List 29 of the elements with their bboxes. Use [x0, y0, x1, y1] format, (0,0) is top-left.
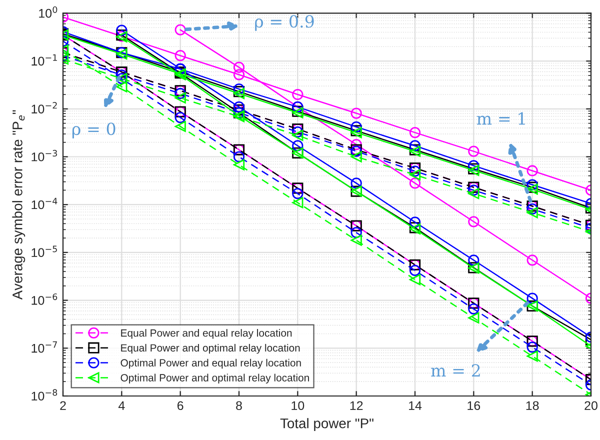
legend-label: Optimal Power and optimal relay location: [120, 374, 309, 384]
y-tick-label: 10$^{−4}$: [32, 198, 58, 210]
x-axis-title: Total power "P": [280, 418, 374, 432]
y-tick-label: 10$^{−8}$: [32, 389, 58, 401]
y-tick-label: 10$^{−6}$: [32, 293, 58, 305]
legend-label: Equal Power and equal relay location: [121, 329, 292, 339]
legend-label: Optimal Power and equal relay location: [120, 358, 301, 369]
y-tick-label: 10$^{0}$: [39, 6, 58, 18]
x-tick-label: 14: [409, 401, 422, 410]
y-axis-title: Average symbol error rate "P$_{e}$": [12, 110, 26, 300]
annotation: ρ = 0.9: [255, 15, 314, 31]
annotation: m = 2: [431, 364, 480, 377]
y-tick-label: 10$^{−5}$: [32, 246, 57, 258]
x-tick-label: 10: [292, 401, 304, 410]
x-tick-label: 12: [350, 401, 363, 410]
x-tick-label: 6: [177, 401, 184, 410]
legend-label: Equal Power and optimal relay location: [121, 344, 300, 354]
x-tick-label: 18: [526, 401, 539, 410]
x-tick-label: 2: [60, 401, 66, 410]
x-tick-label: 16: [468, 401, 480, 410]
x-tick-label: 8: [236, 401, 242, 410]
annotation: m = 1: [476, 112, 525, 125]
y-tick-label: 10$^{−3}$: [32, 150, 57, 162]
annotation: ρ = 0: [72, 122, 116, 138]
x-tick-label: 20: [584, 401, 598, 410]
y-tick-label: 10$^{−1}$: [32, 54, 57, 66]
x-tick-label: 4: [118, 401, 125, 410]
y-tick-label: 10$^{−2}$: [32, 102, 57, 114]
y-tick-label: 10$^{−7}$: [32, 341, 57, 353]
